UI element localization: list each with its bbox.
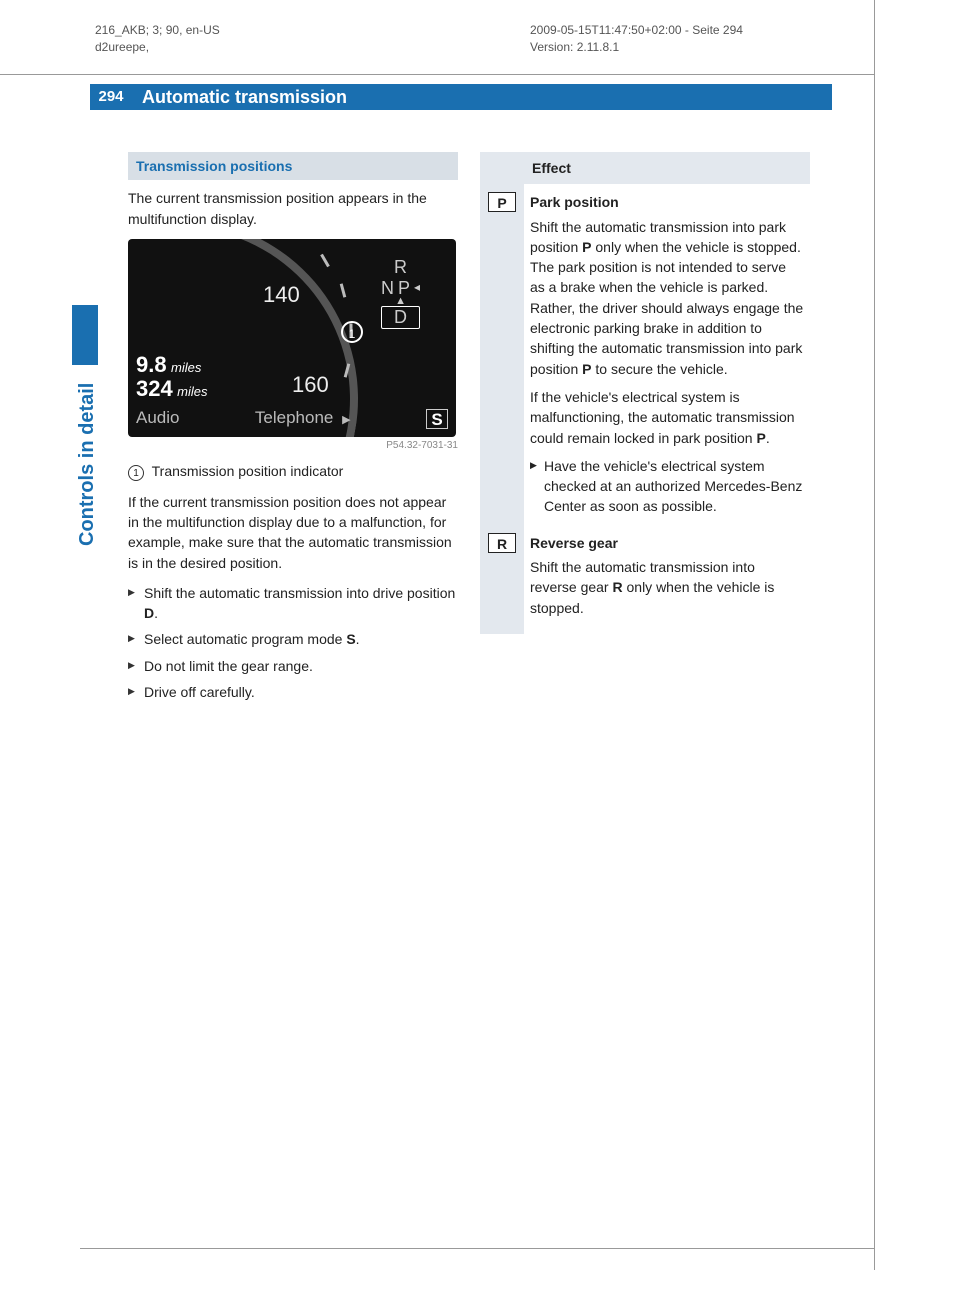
side-label: Controls in detail (76, 383, 99, 546)
rule-top (0, 74, 874, 75)
step-item: Select automatic program mode S. (128, 629, 458, 649)
effect-body-cell: Reverse gear Shift the automatic transmis… (524, 525, 810, 634)
meta-right-1: 2009-05-15T11:47:50+02:00 - Seite 294 (530, 23, 743, 37)
odo-unit: miles (177, 384, 207, 399)
section-heading: Transmission positions (128, 152, 458, 180)
steps-list: Shift the automatic transmission into dr… (128, 583, 458, 702)
left-column: Transmission positions The current trans… (128, 152, 458, 708)
effect-title: Reverse gear (530, 533, 804, 553)
side-tab (72, 305, 98, 365)
effect-table: Effect P Park position Shift the automatic… (480, 152, 810, 634)
effect-header: Effect (524, 152, 810, 184)
gear-indicator: R N P ◂ ▲ D (381, 257, 420, 329)
effect-symbol-cell: P (480, 184, 524, 524)
gear-r: R (381, 257, 420, 278)
step-item: Drive off carefully. (128, 682, 458, 702)
effect-para: Shift the automatic transmission into re… (530, 557, 804, 618)
effect-para: Shift the automatic transmission into pa… (530, 217, 804, 379)
menu-arrow-icon: ▶ (342, 414, 350, 426)
gauge-tick (320, 254, 330, 268)
odo-value: 324 (136, 376, 173, 401)
menu-telephone: Telephone (255, 408, 333, 427)
rule-bottom (80, 1248, 874, 1249)
intro-text: The current transmission position appear… (128, 188, 458, 229)
gauge-speed-160: 160 (292, 369, 329, 401)
rule-right (874, 0, 875, 1270)
menu-row: Audio Telephone ▶ S (136, 406, 448, 431)
effect-bullet: Have the vehicle's electrical system che… (530, 456, 804, 517)
effect-body-cell: Park position Shift the automatic transmi… (524, 184, 810, 524)
effect-row: R Reverse gear Shift the automatic transmi… (480, 525, 810, 634)
gear-p-arrow: ◂ (414, 281, 420, 295)
meta-right-2: Version: 2.11.8.1 (530, 40, 619, 54)
effect-symbol-cell: R (480, 525, 524, 634)
callout-marker: 1 (341, 321, 363, 343)
gear-symbol-box: R (488, 533, 516, 553)
effect-header-sym (480, 152, 524, 184)
doc-meta-left: 216_AKB; 3; 90, en-US d2ureepe, (95, 22, 220, 56)
figure-ref: P54.32-7031-31 (128, 439, 458, 454)
step-item: Shift the automatic transmission into dr… (128, 583, 458, 624)
malfunction-note: If the current transmission position doe… (128, 492, 458, 573)
page-number: 294 (90, 84, 132, 110)
step-item: Do not limit the gear range. (128, 656, 458, 676)
effect-para: If the vehicle's electrical system is ma… (530, 387, 804, 448)
meta-left-2: d2ureepe, (95, 40, 149, 54)
callout-number: 1 (128, 465, 144, 481)
right-column: Effect P Park position Shift the automatic… (480, 152, 810, 634)
menu-audio: Audio (136, 406, 179, 431)
gear-up-arrow: ▲ (381, 298, 420, 306)
gauge-speed-140: 140 (263, 279, 300, 311)
gauge-tick (340, 283, 347, 297)
doc-meta-right: 2009-05-15T11:47:50+02:00 - Seite 294 Ve… (530, 22, 743, 56)
chapter-title: Automatic transmission (132, 84, 832, 110)
multifunction-display-figure: 140 160 1 R N P ◂ ▲ D 9.8 miles 324 mile… (128, 239, 456, 437)
callout-line: 1 Transmission position indicator (128, 461, 458, 481)
effect-title: Park position (530, 192, 804, 212)
gear-d-selected: D (381, 306, 420, 329)
gear-symbol-box: P (488, 192, 516, 212)
gear-n: N (381, 278, 394, 299)
effect-row: P Park position Shift the automatic transm… (480, 184, 810, 524)
meta-left-1: 216_AKB; 3; 90, en-US (95, 23, 220, 37)
callout-label: Transmission position indicator (152, 463, 344, 479)
odometer: 324 miles (136, 373, 208, 405)
program-mode-box: S (426, 409, 448, 429)
